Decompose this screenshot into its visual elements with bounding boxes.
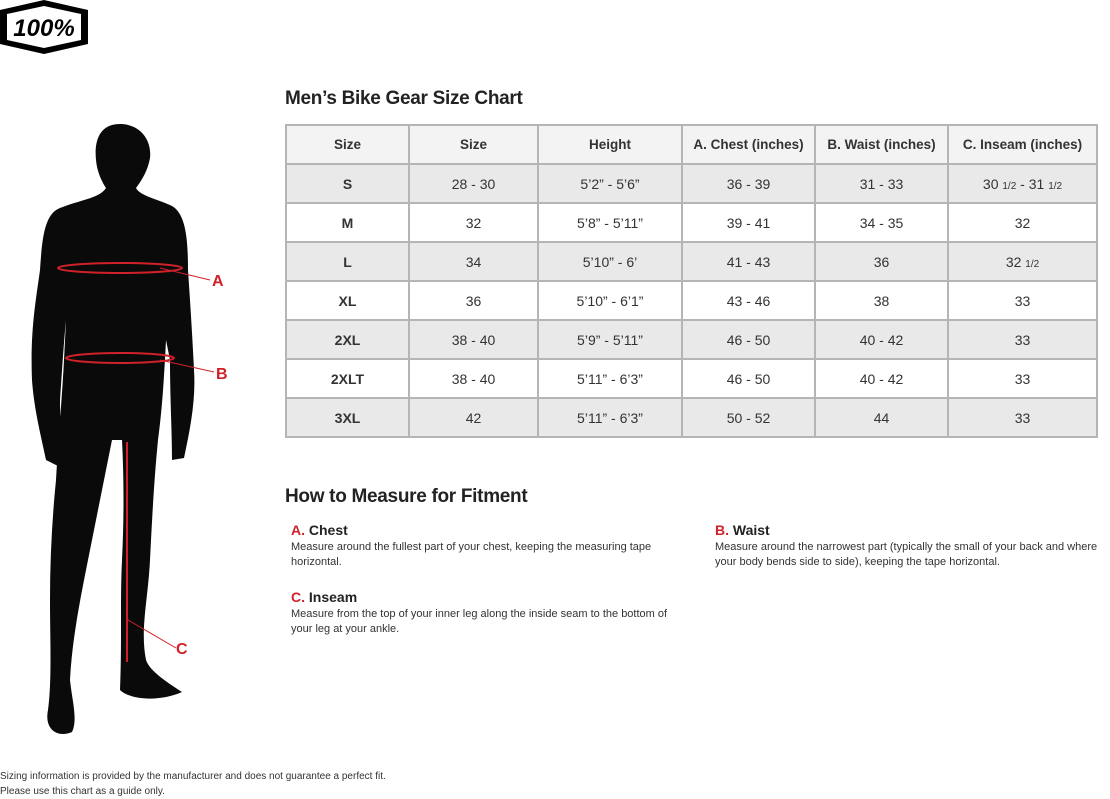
page-title: Men’s Bike Gear Size Chart — [285, 88, 523, 109]
table-cell: 50 - 52 — [681, 397, 816, 438]
chest-letter: A. — [291, 522, 305, 538]
inseam-name: Inseam — [308, 589, 358, 605]
table-row: S 28 - 30 5’2” - 5’6” 36 - 39 31 - 33 30 1/2 … — [285, 163, 1098, 204]
chest-name: Chest — [308, 522, 348, 538]
disclaimer: Sizing information is provided by the ma… — [0, 769, 386, 799]
brand-logo: 100% — [0, 0, 88, 54]
chest-text: Measure around the fullest part of your … — [291, 541, 652, 568]
column-header: B. Waist (inches) — [814, 124, 949, 165]
column-header: C. Inseam (inches) — [947, 124, 1098, 165]
table-cell: 46 - 50 — [681, 319, 816, 360]
logo-text: 100% — [13, 15, 74, 42]
size-cell: S — [285, 163, 410, 204]
table-cell: 33 — [947, 280, 1098, 321]
table-cell: 38 - 40 — [408, 319, 539, 360]
label-c: C — [176, 641, 188, 658]
table-cell: 5’10” - 6’1” — [537, 280, 683, 321]
table-row: L 34 5’10” - 6’ 41 - 43 36 32 1/2 — [285, 241, 1098, 282]
table-cell: 28 - 30 — [408, 163, 539, 204]
inseam-letter: C. — [291, 589, 305, 605]
disclaimer-line-1: Sizing information is provided by the ma… — [0, 771, 386, 782]
table-cell: 32 — [408, 202, 539, 243]
table-row: 2XLT 38 - 40 5’11” - 6’3” 46 - 50 40 - 42 33 — [285, 358, 1098, 399]
measure-inseam: C. Inseam Measure from the top of your i… — [291, 590, 691, 637]
column-header: Height — [537, 124, 683, 165]
inseam-text: Measure from the top of your inner leg a… — [291, 608, 668, 635]
table-cell: 32 1/2 — [947, 241, 1098, 282]
table-cell: 34 - 35 — [814, 202, 949, 243]
size-table: Size Size Height A. Chest (inches) B. Wa… — [285, 124, 1098, 438]
size-cell: XL — [285, 280, 410, 321]
table-cell: 33 — [947, 358, 1098, 399]
table-row: 2XL 38 - 40 5’9” - 5’11” 46 - 50 40 - 42 33 — [285, 319, 1098, 360]
size-cell: M — [285, 202, 410, 243]
table-row: M 32 5’8” - 5’11” 39 - 41 34 - 35 32 — [285, 202, 1098, 243]
size-cell: 2XLT — [285, 358, 410, 399]
waist-name: Waist — [732, 522, 770, 538]
measure-waist: B. Waist Measure around the narrowest pa… — [715, 523, 1107, 570]
table-cell: 46 - 50 — [681, 358, 816, 399]
waist-text: Measure around the narrowest part (typic… — [715, 541, 1098, 568]
table-cell: 38 — [814, 280, 949, 321]
body-measurement-figure: A B C — [31, 124, 228, 734]
table-cell: 38 - 40 — [408, 358, 539, 399]
table-cell: 36 — [408, 280, 539, 321]
table-cell: 36 — [814, 241, 949, 282]
table-cell: 31 - 33 — [814, 163, 949, 204]
size-cell: L — [285, 241, 410, 282]
measure-chest: A. Chest Measure around the fullest part… — [291, 523, 691, 570]
table-cell: 5’11” - 6’3” — [537, 358, 683, 399]
table-cell: 5’11” - 6’3” — [537, 397, 683, 438]
table-row: XL 36 5’10” - 6’1” 43 - 46 38 33 — [285, 280, 1098, 321]
table-cell: 40 - 42 — [814, 358, 949, 399]
size-cell: 2XL — [285, 319, 410, 360]
table-cell: 5’10” - 6’ — [537, 241, 683, 282]
table-cell: 32 — [947, 202, 1098, 243]
column-header: Size — [285, 124, 410, 165]
table-cell: 5’2” - 5’6” — [537, 163, 683, 204]
column-header: A. Chest (inches) — [681, 124, 816, 165]
table-cell: 44 — [814, 397, 949, 438]
table-cell: 39 - 41 — [681, 202, 816, 243]
measure-title: How to Measure for Fitment — [285, 486, 528, 507]
table-cell: 5’9” - 5’11” — [537, 319, 683, 360]
table-cell: 42 — [408, 397, 539, 438]
label-a: A — [212, 273, 224, 290]
table-cell: 33 — [947, 319, 1098, 360]
table-cell: 40 - 42 — [814, 319, 949, 360]
table-cell: 34 — [408, 241, 539, 282]
size-cell: 3XL — [285, 397, 410, 438]
waist-letter: B. — [715, 522, 729, 538]
column-header: Size — [408, 124, 539, 165]
disclaimer-line-2: Please use this chart as a guide only. — [0, 786, 165, 797]
table-cell: 30 1/2 - 31 1/2 — [947, 163, 1098, 204]
table-row: 3XL 42 5’11” - 6’3” 50 - 52 44 33 — [285, 397, 1098, 438]
table-cell: 33 — [947, 397, 1098, 438]
table-header-row: Size Size Height A. Chest (inches) B. Wa… — [285, 124, 1098, 165]
table-cell: 43 - 46 — [681, 280, 816, 321]
table-cell: 5’8” - 5’11” — [537, 202, 683, 243]
table-cell: 36 - 39 — [681, 163, 816, 204]
table-cell: 41 - 43 — [681, 241, 816, 282]
label-b: B — [216, 366, 228, 383]
